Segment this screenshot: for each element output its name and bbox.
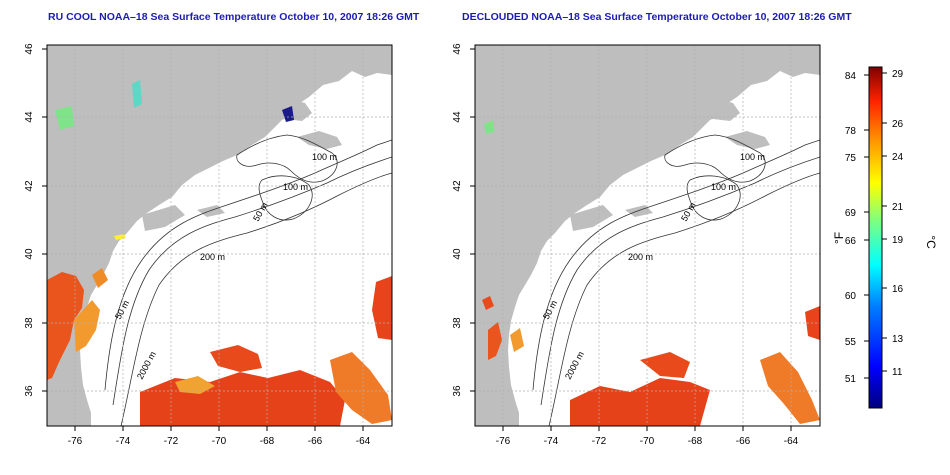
contour-label: 100 m [312,152,337,162]
celsius-unit-label: °C [924,235,938,249]
fahrenheit-tick: 60 [845,291,857,302]
celsius-tick: 26 [892,119,904,130]
x-tick-label: -68 [260,436,275,447]
x-tick-label: -66 [308,436,323,447]
x-tick-label: -76 [68,436,83,447]
grid-lines [47,45,392,426]
y-tick-label: 44 [452,111,463,123]
fahrenheit-tick: 69 [845,208,857,219]
y-tick-label: 36 [24,385,35,397]
celsius-tick: 19 [892,235,904,246]
x-tick-label: -64 [356,436,371,447]
y-tick-label: 38 [452,317,463,329]
x-tick-label: -68 [688,436,703,447]
y-tick-label: 42 [452,180,463,192]
contour-label: 100 m [740,152,765,162]
contour-label: 200 m [200,252,225,262]
contour-label: 200 m [628,252,653,262]
celsius-tick: 21 [892,202,904,213]
x-tick-label: -72 [164,436,179,447]
x-tick-label: -74 [544,436,559,447]
contour-label: 100 m [711,182,736,192]
map-title-declouded: DECLOUDED NOAA–18 Sea Surface Temperatur… [462,11,852,23]
x-tick-label: -70 [640,436,655,447]
celsius-tick: 13 [892,334,904,345]
contour-label: 100 m [283,182,308,192]
sst-patches [47,80,392,426]
x-tick-label: -64 [784,436,799,447]
x-tick-label: -74 [116,436,131,447]
fahrenheit-unit-label: °F [832,232,846,244]
sst-patches [482,120,820,426]
y-tick-label: 36 [452,385,463,397]
fahrenheit-tick: 66 [845,236,857,247]
celsius-tick: 29 [892,69,904,80]
map-panel-declouded: 100 m 100 m 50 m 200 m 50 m 2000 m -76 -… [452,43,821,447]
fahrenheit-tick: 55 [845,337,857,348]
temperature-colorbar: 84 78 75 69 66 60 55 51 29 26 24 21 19 1… [832,66,938,409]
y-tick-label: 46 [452,43,463,55]
y-tick-label: 40 [452,248,463,260]
y-tick-label: 44 [24,111,35,123]
x-tick-label: -72 [592,436,607,447]
y-tick-label: 40 [24,248,35,260]
celsius-tick: 11 [892,367,903,378]
map-panel-raw: 100 m 100 m 50 m 200 m 50 m 2000 m -76 -… [24,43,393,447]
y-tick-label: 42 [24,180,35,192]
x-tick-label: -76 [496,436,511,447]
x-tick-label: -66 [736,436,751,447]
colorbar-gradient [868,66,883,409]
y-tick-label: 38 [24,317,35,329]
map-title-raw: RU COOL NOAA–18 Sea Surface Temperature … [48,11,420,23]
celsius-tick: 24 [892,152,904,163]
x-tick-label: -70 [212,436,227,447]
fahrenheit-tick: 78 [845,126,857,137]
celsius-tick: 16 [892,284,904,295]
grid-lines [475,45,820,426]
fahrenheit-tick: 75 [845,153,857,164]
fahrenheit-tick: 84 [845,71,857,82]
fahrenheit-tick: 51 [845,374,857,385]
y-tick-label: 46 [24,43,35,55]
